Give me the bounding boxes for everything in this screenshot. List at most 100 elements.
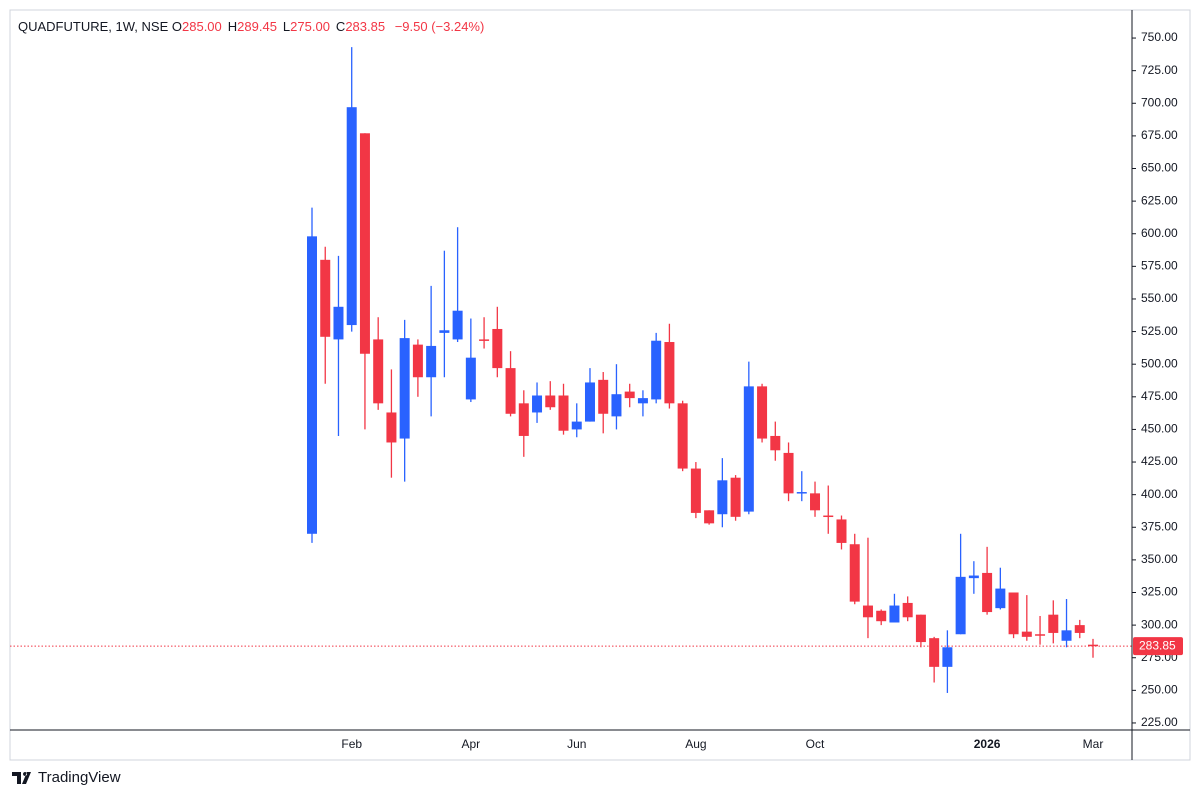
y-tick-label: 725.00 (1141, 63, 1178, 77)
ohlc-value: 283.85 (345, 19, 386, 34)
y-tick-label: 475.00 (1141, 389, 1178, 403)
y-tick-label: 750.00 (1141, 30, 1178, 44)
candle-body (902, 602, 913, 618)
candle-body (955, 576, 966, 635)
candle-body (757, 386, 768, 439)
ohlc-values: O285.00 H289.45 L275.00 C283.85 (172, 19, 391, 34)
candle-body (743, 386, 754, 512)
last-price-tag (1133, 637, 1183, 656)
candle-body (359, 133, 370, 354)
candle-body (1021, 631, 1032, 637)
candle-body (929, 638, 940, 667)
candle-body (1048, 614, 1059, 633)
candle-body (810, 493, 821, 511)
candle-body (386, 412, 397, 443)
candle-body (1074, 625, 1085, 633)
y-tick-label: 550.00 (1141, 291, 1178, 305)
candle-body (889, 605, 900, 623)
y-tick-label: 500.00 (1141, 356, 1178, 370)
x-tick-label: Jun (567, 737, 586, 751)
ohlc-value: 285.00 (182, 19, 222, 34)
brand-name: TradingView (38, 769, 121, 786)
y-tick-label: 425.00 (1141, 454, 1178, 468)
candle-body (558, 395, 569, 431)
candle-body (995, 588, 1006, 609)
candle-body (532, 395, 543, 413)
y-tick-label: 350.00 (1141, 552, 1178, 566)
candle-body (373, 339, 384, 404)
candle-body (915, 614, 926, 643)
change: −9.50 (−3.24%) (394, 19, 485, 34)
candle-body (849, 544, 860, 602)
candle-body (770, 435, 781, 451)
candle-body (651, 340, 662, 400)
y-tick-label: 225.00 (1141, 715, 1178, 729)
candle-body (571, 421, 582, 430)
last-price-label: 283.85 (1139, 638, 1176, 652)
candle-body (942, 647, 953, 667)
y-tick-label: 400.00 (1141, 487, 1178, 501)
candle-body (836, 519, 847, 543)
y-tick-label: 450.00 (1141, 422, 1178, 436)
x-tick-label: Oct (806, 737, 825, 751)
candle-body (505, 368, 516, 414)
symbol: QUADFUTURE, 1W, NSE (18, 19, 169, 34)
candle-body (637, 398, 648, 404)
candle-body (717, 480, 728, 515)
candle-body (862, 605, 873, 618)
ohlc-label: H (227, 19, 238, 34)
x-tick-label: 2026 (974, 737, 1001, 751)
y-tick-label: 675.00 (1141, 128, 1178, 142)
ohlc-label: L (282, 19, 291, 34)
candle-body (968, 575, 979, 579)
y-tick-label: 650.00 (1141, 161, 1178, 175)
candle-body (492, 328, 503, 369)
y-tick-label: 600.00 (1141, 226, 1178, 240)
candle-body (426, 345, 437, 378)
candle-body (876, 610, 887, 622)
candle-body (333, 306, 344, 340)
candle-body (704, 510, 715, 524)
symbol-legend: QUADFUTURE, 1W, NSE O285.00 H289.45 L275.0… (18, 19, 490, 34)
y-tick-label: 325.00 (1141, 585, 1178, 599)
candle-body (664, 342, 675, 404)
candle-body (479, 339, 490, 341)
candle-body (584, 382, 595, 422)
candle-body (320, 259, 331, 337)
candle-body (783, 452, 794, 494)
ohlc-value: 275.00 (290, 19, 330, 34)
y-tick-label: 375.00 (1141, 519, 1178, 533)
candle-body (624, 391, 635, 399)
candle-body (1035, 634, 1046, 636)
y-tick-label: 700.00 (1141, 95, 1178, 109)
candle-body (690, 468, 701, 513)
candle-body (399, 338, 410, 439)
brand: TradingView (12, 769, 121, 786)
ohlc-label: O (171, 19, 182, 34)
candle-body (346, 107, 357, 326)
brand-logo (12, 771, 31, 784)
candle-body (545, 395, 556, 408)
x-tick-label: Feb (341, 737, 362, 751)
y-tick-label: 625.00 (1141, 193, 1178, 207)
candle-body (982, 572, 993, 613)
candle-body (1061, 630, 1072, 641)
candle-body (518, 403, 529, 436)
candle-body (730, 477, 741, 517)
candle-body (412, 344, 423, 378)
chart-frame (9, 9, 1191, 761)
x-tick-label: Aug (685, 737, 706, 751)
candle-body (307, 236, 317, 534)
y-tick-label: 250.00 (1141, 683, 1178, 697)
candle-body (439, 330, 450, 333)
candle-body (796, 492, 807, 494)
y-tick-label: 300.00 (1141, 617, 1178, 631)
candle-body (823, 515, 834, 518)
x-tick-label: Apr (462, 737, 481, 751)
y-tick-label: 525.00 (1141, 324, 1178, 338)
ohlc-label: C (335, 19, 346, 34)
candle-body (1008, 592, 1019, 635)
candle-body (465, 357, 476, 400)
